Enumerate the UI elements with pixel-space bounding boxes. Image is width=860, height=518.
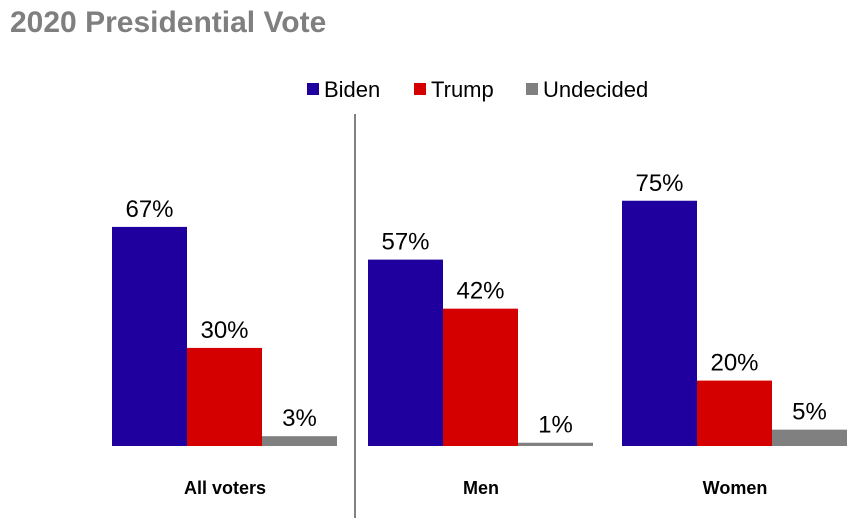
bar-trump-women — [697, 380, 772, 446]
legend-label-trump: Trump — [431, 77, 494, 102]
data-label-trump-men: 42% — [456, 278, 504, 305]
chart-title: 2020 Presidential Vote — [10, 6, 326, 39]
bar-trump-men — [443, 308, 518, 446]
bar-trump-all-voters — [187, 347, 262, 446]
data-label-undecided-women: 5% — [792, 399, 827, 426]
bar-biden-all-voters — [112, 226, 187, 446]
data-label-trump-women: 20% — [710, 350, 758, 377]
data-label-undecided-men: 1% — [538, 412, 573, 439]
category-label-men: Men — [463, 478, 499, 498]
legend-swatch-undecided — [526, 83, 538, 95]
category-label-all-voters: All voters — [184, 478, 266, 498]
bar-undecided-all-voters — [262, 436, 337, 446]
legend-label-biden: Biden — [324, 77, 380, 102]
legend-label-undecided: Undecided — [543, 77, 648, 102]
legend-swatch-trump — [414, 83, 426, 95]
bar-undecided-women — [772, 429, 847, 446]
data-label-undecided-all-voters: 3% — [282, 405, 317, 432]
legend-swatch-biden — [307, 83, 319, 95]
data-label-trump-all-voters: 30% — [200, 317, 248, 344]
bar-undecided-men — [518, 442, 593, 446]
data-label-biden-women: 75% — [635, 170, 683, 197]
plot-area: 67% 30% 3% All voters 57% 42% 1% Men 75% 20% 5% Wom… — [112, 170, 847, 498]
bar-biden-men — [368, 259, 443, 446]
data-label-biden-men: 57% — [381, 229, 429, 256]
legend: Biden Trump Undecided — [307, 77, 648, 102]
category-label-women: Women — [703, 478, 768, 498]
data-label-biden-all-voters: 67% — [125, 196, 173, 223]
bar-biden-women — [622, 200, 697, 446]
